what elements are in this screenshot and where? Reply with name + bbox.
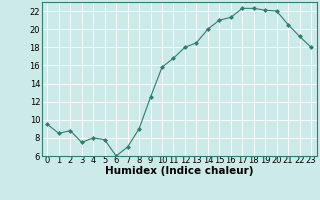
X-axis label: Humidex (Indice chaleur): Humidex (Indice chaleur) [105, 166, 253, 176]
